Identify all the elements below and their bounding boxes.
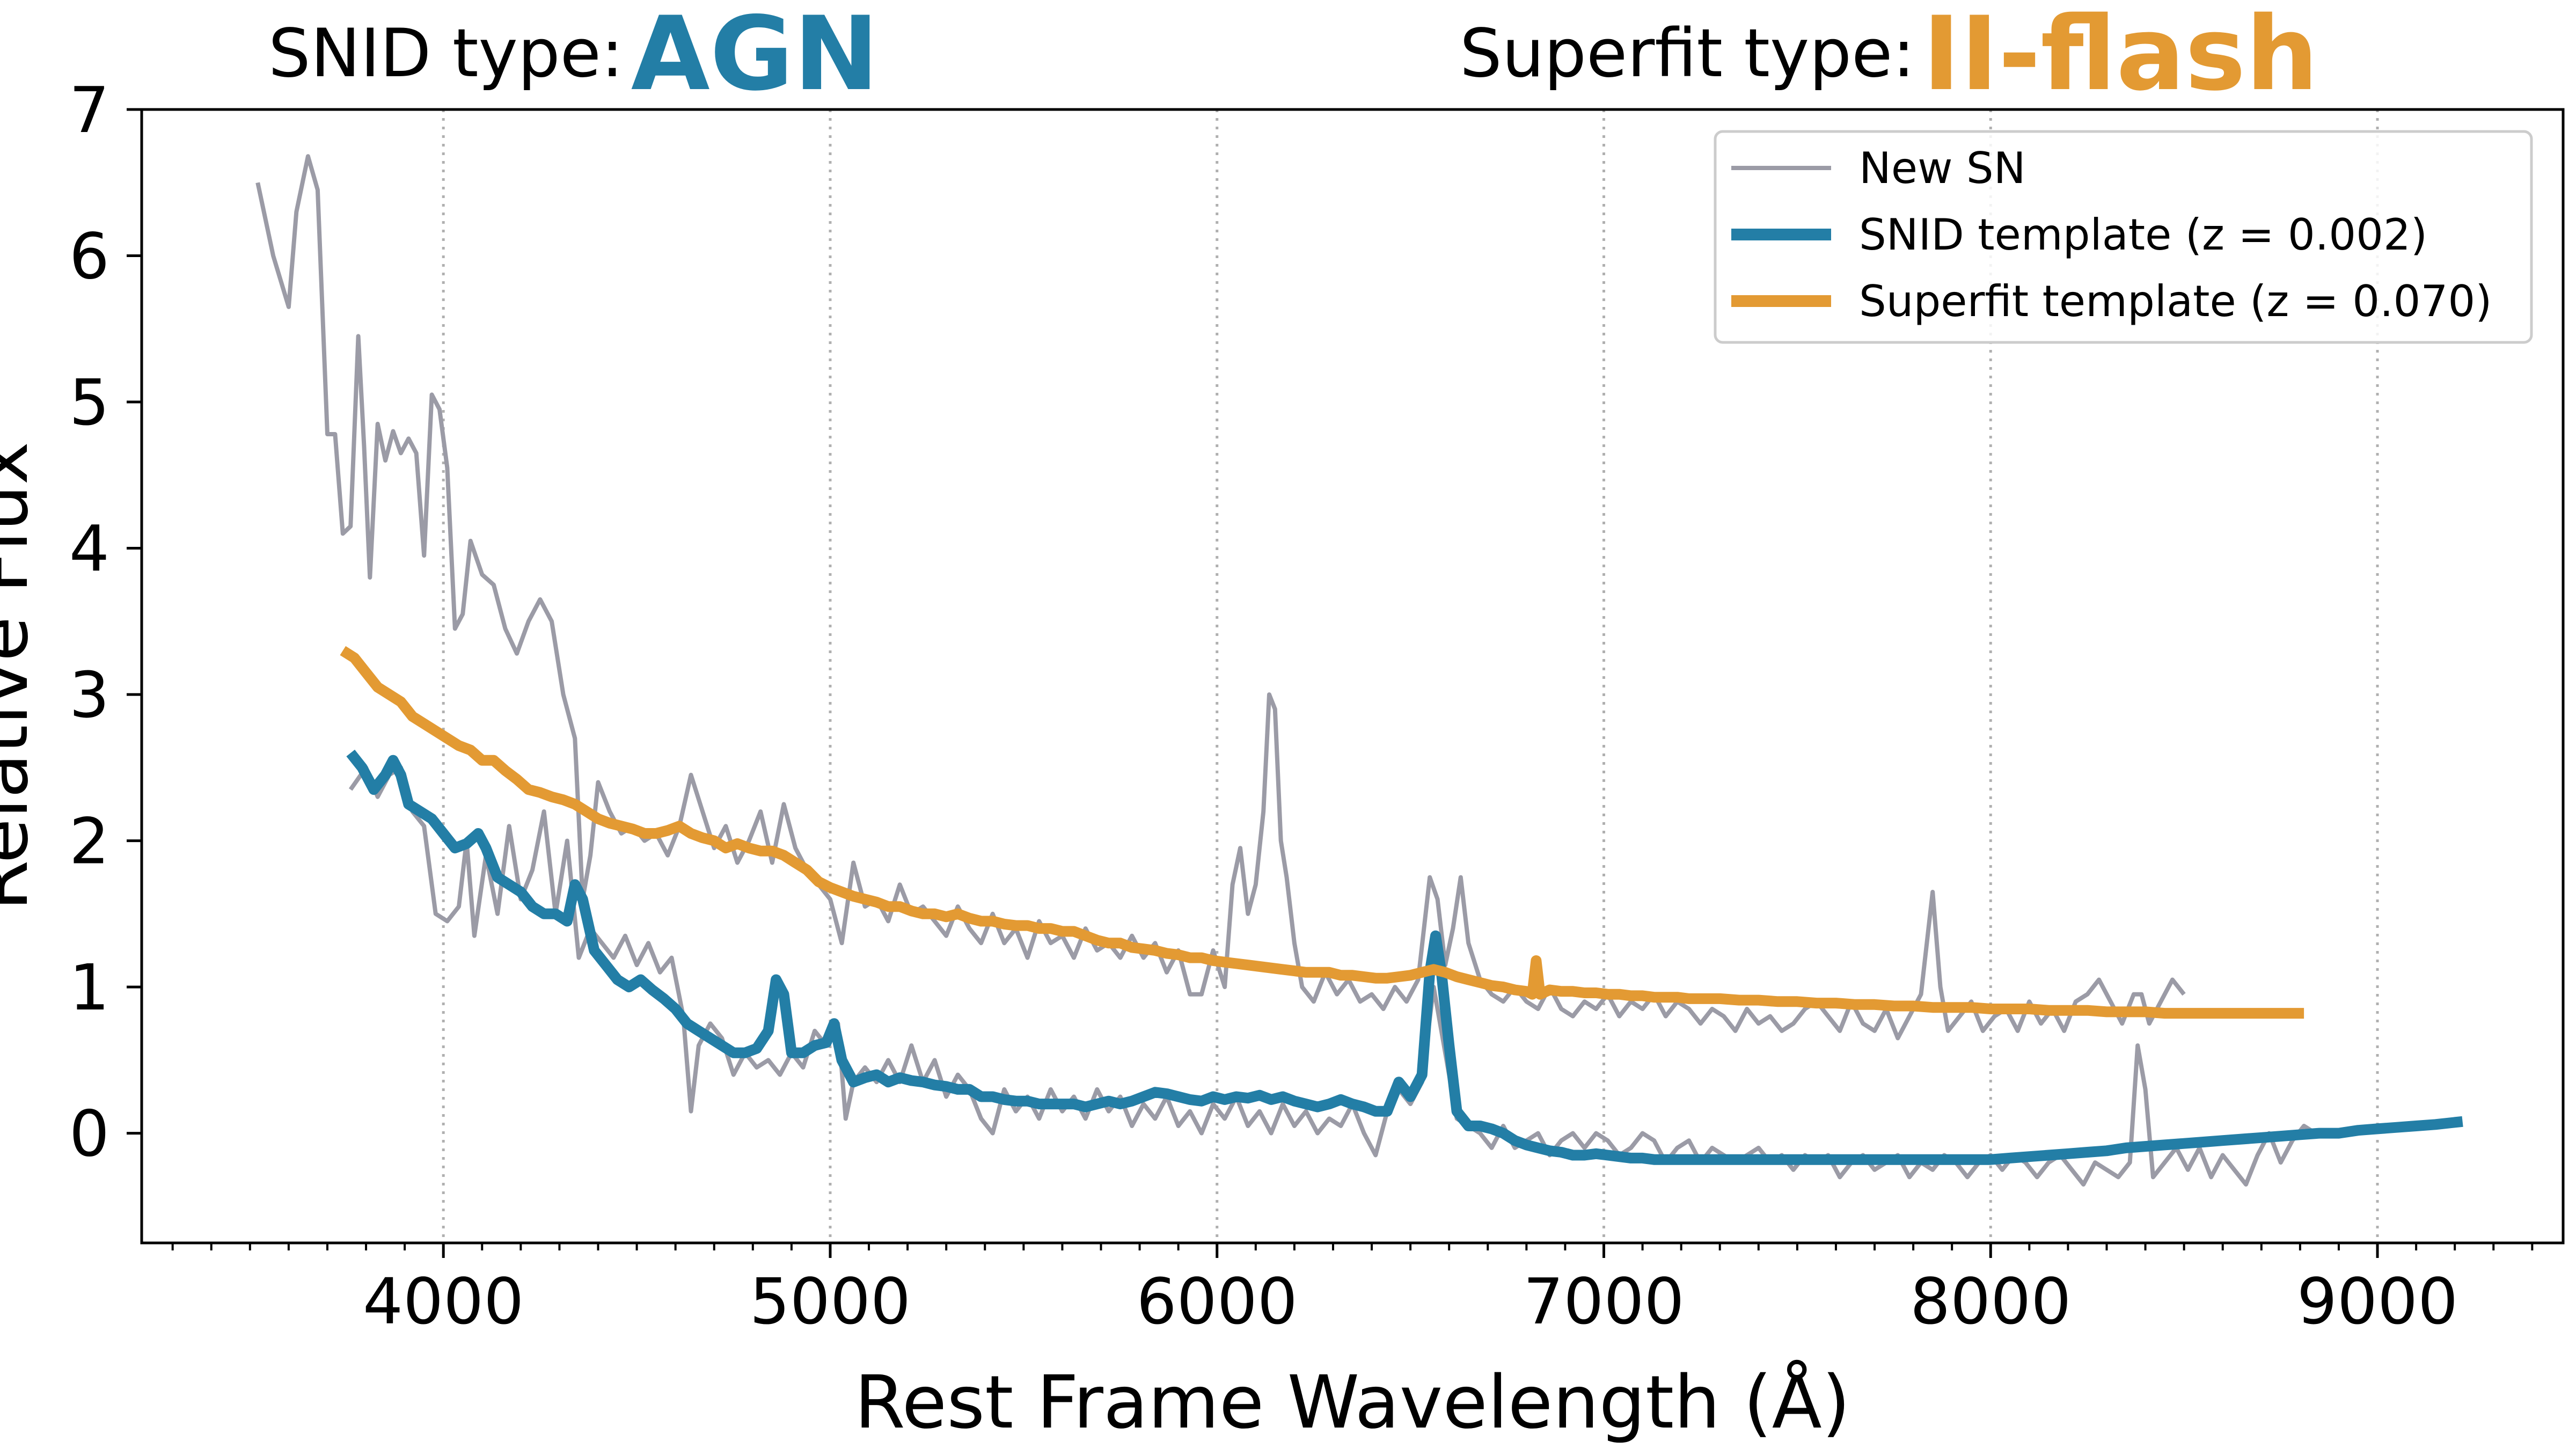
- x-tick-label: 8000: [1910, 1264, 2071, 1338]
- snid-type-label: SNID type:: [268, 15, 624, 92]
- y-tick-label: 0: [69, 1097, 109, 1171]
- legend-label: New SN: [1859, 143, 2026, 193]
- snid-type-header: SNID type: AGN: [268, 0, 879, 113]
- y-axis-label: Relative Flux: [0, 442, 45, 911]
- legend-box: [1714, 130, 2533, 344]
- series-line-template: [346, 749, 2463, 1165]
- legend-label: Superfit template (z = 0.070): [1859, 276, 2492, 326]
- series-line-template: [340, 646, 2304, 1019]
- y-tick-label: 1: [69, 950, 109, 1024]
- x-tick-label: 7000: [1523, 1264, 1684, 1338]
- axis-ticks: 4000 5000 6000 7000 8000 9000 0 1 2 3 4 5 6 7: [69, 73, 2534, 1338]
- y-tick-label: 3: [69, 658, 109, 732]
- y-tick-label: 2: [69, 804, 109, 879]
- x-tick-label: 4000: [363, 1264, 524, 1338]
- x-tick-label: 9000: [2297, 1264, 2458, 1338]
- superfit-type-header: Superfit type: II-flash: [1460, 0, 2318, 113]
- legend: New SN SNID template (z = 0.002) Superfit …: [1714, 130, 2533, 344]
- snid-type-value: AGN: [631, 0, 879, 113]
- y-tick-label: 6: [69, 219, 109, 294]
- superfit-type-value: II-flash: [1922, 0, 2318, 113]
- x-tick-label: 5000: [750, 1264, 911, 1338]
- superfit-type-label: Superfit type:: [1460, 15, 1915, 92]
- x-tick-label: 6000: [1137, 1264, 1298, 1338]
- plot-frame: [140, 108, 2565, 1245]
- y-tick-label: 7: [69, 73, 109, 147]
- x-axis-label: Rest Frame Wavelength (Å): [854, 1360, 1850, 1445]
- series-lines: [255, 154, 2463, 1187]
- legend-label: SNID template (z = 0.002): [1859, 210, 2427, 260]
- y-tick-label: 5: [69, 365, 109, 440]
- y-tick-label: 4: [69, 512, 109, 586]
